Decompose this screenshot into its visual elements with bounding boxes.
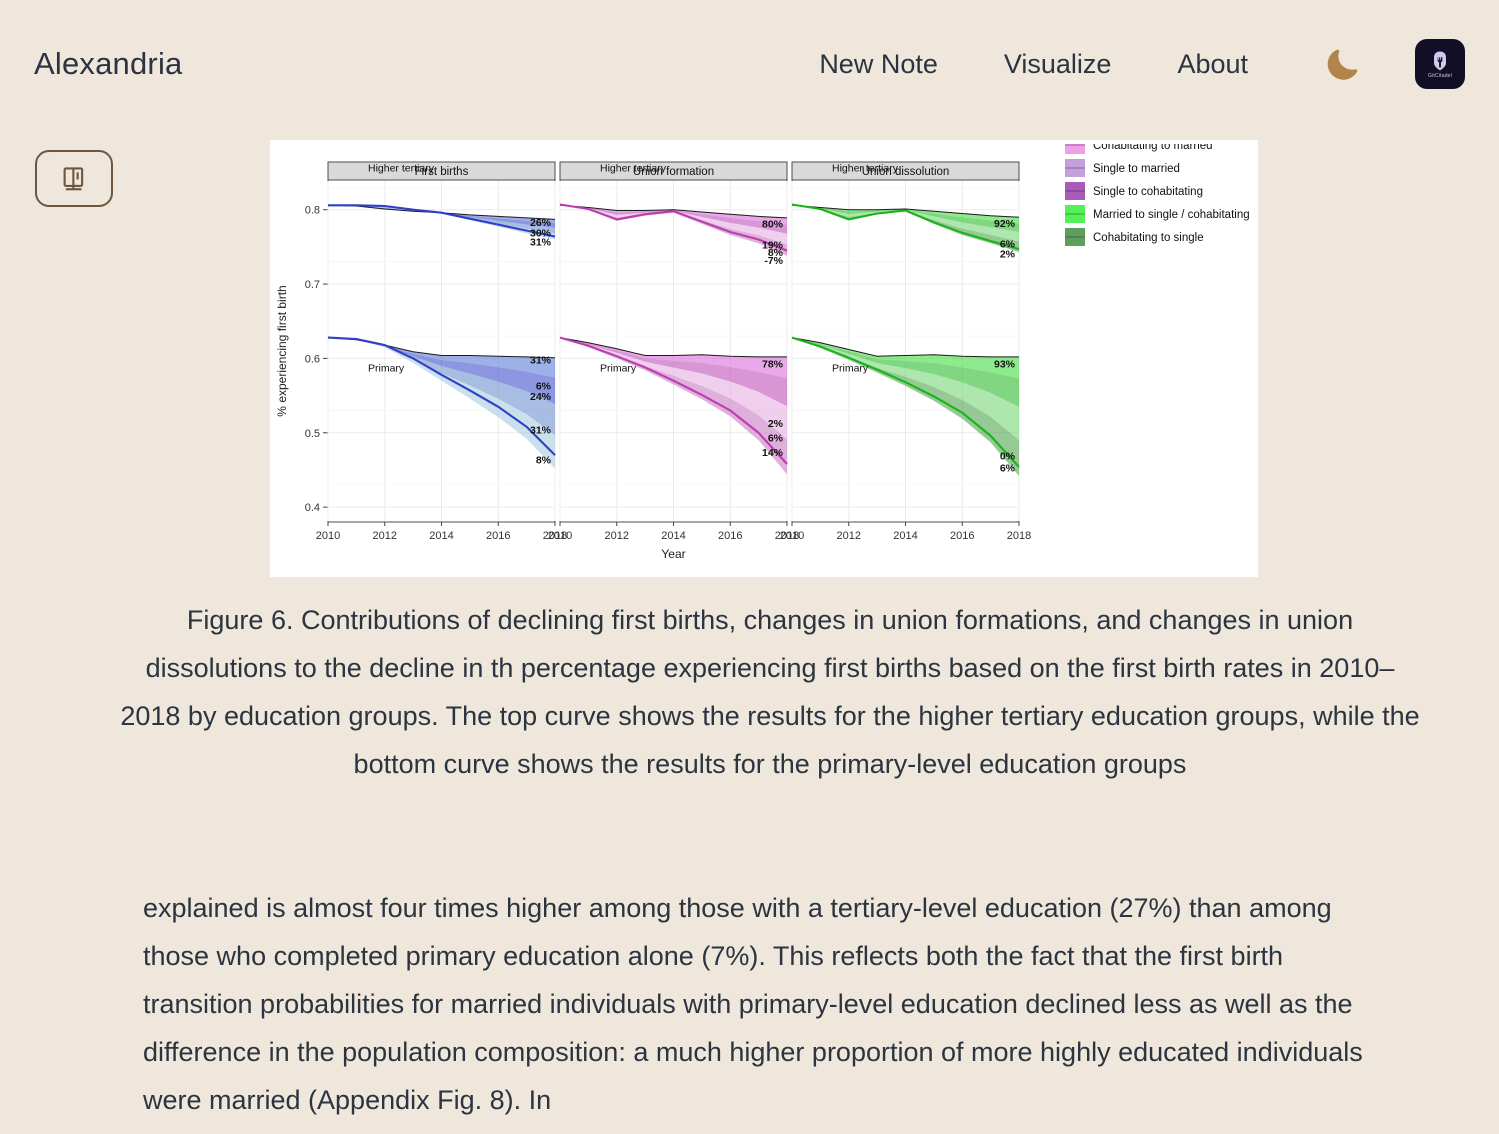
group-label: Higher tertiary (832, 162, 899, 174)
moon-icon (1327, 49, 1358, 80)
x-tick-label: 2010 (316, 530, 340, 542)
y-tick-label: 0.8 (305, 205, 320, 217)
x-tick-label: 2014 (893, 530, 917, 542)
x-axis-title: Year (661, 547, 685, 561)
value-annotation: 24% (530, 391, 552, 403)
value-annotation: 93% (994, 358, 1016, 370)
x-tick-label: 2018 (543, 530, 567, 542)
gitcitadel-badge[interactable]: GitCitadel (1415, 39, 1465, 89)
x-tick-label: 2014 (661, 530, 685, 542)
x-tick-label: 2014 (429, 530, 453, 542)
badge-label: GitCitadel (1428, 73, 1452, 79)
value-annotation: 78% (762, 358, 784, 370)
article-paragraph: explained is almost four times higher am… (143, 893, 1363, 1115)
nav-visualize[interactable]: Visualize (1003, 48, 1112, 79)
nav-about[interactable]: About (1177, 48, 1248, 79)
panel-union-formation: Union formation 2010 2012 2014 2016 2018 Highe… (548, 161, 799, 542)
legend-label: Married to single / cohabitating (1093, 209, 1250, 221)
book-icon (63, 166, 84, 190)
value-annotation: 8% (536, 454, 552, 466)
x-tick-label: 2012 (373, 530, 397, 542)
y-tick-label: 0.7 (305, 279, 320, 291)
library-toggle-button[interactable] (35, 150, 113, 207)
legend-swatch (1065, 205, 1085, 223)
x-tick-label: 2012 (837, 530, 861, 542)
x-tick-label: 2018 (775, 530, 799, 542)
value-annotation: 6% (536, 381, 552, 393)
legend-swatch (1065, 228, 1085, 246)
figure-caption: Figure 6. Contributions of declining fir… (120, 605, 1420, 779)
panel-union-dissolution: Union dissolution 2010 2012 2014 2016 2018 Hig… (780, 161, 1031, 542)
legend-swatch (1065, 182, 1085, 200)
y-tick-label: 0.6 (305, 353, 320, 365)
figure-6-chart: % experiencing first birth 0.4 0.5 0.6 0.7 0.… (270, 140, 1258, 577)
facet-title: First births (415, 166, 469, 178)
value-annotation: 6% (1000, 462, 1016, 474)
value-annotation: 80% (762, 219, 784, 231)
x-tick-label: 2016 (718, 530, 742, 542)
theme-toggle-button[interactable] (1315, 37, 1369, 91)
legend-label: Single to cohabitating (1093, 186, 1203, 198)
value-annotation: 8% (768, 247, 784, 259)
y-tick-label: 0.4 (305, 502, 320, 514)
group-label: Higher tertiary (600, 162, 667, 174)
value-annotation: 6% (1000, 239, 1016, 251)
x-tick-label: 2010 (780, 530, 804, 542)
y-tick-label: 0.5 (305, 428, 320, 440)
nav-new-note[interactable]: New Note (819, 48, 938, 79)
app-brand[interactable]: Alexandria (34, 46, 183, 81)
facet-title: Union formation (633, 166, 714, 178)
value-annotation: 2% (1000, 248, 1016, 260)
value-annotation: 30% (530, 228, 552, 240)
panel-first-births: First births 2010 2012 2014 2016 2018 Higher t… (316, 161, 567, 542)
app-header: Alexandria New Note Visualize About GitC… (0, 0, 1499, 128)
x-tick-label: 2012 (605, 530, 629, 542)
x-tick-label: 2016 (486, 530, 510, 542)
x-tick-label: 2010 (548, 530, 572, 542)
value-annotation: 2% (768, 418, 784, 430)
citadel-helmet-icon (1434, 51, 1446, 71)
value-annotation: 26% (530, 217, 552, 229)
y-axis-title: % experiencing first birth (275, 285, 289, 416)
value-annotation: 31% (530, 425, 552, 437)
x-tick-label: 2016 (950, 530, 974, 542)
value-annotation: 31% (530, 236, 552, 248)
figure-container: % experiencing first birth 0.4 0.5 0.6 0.7 0.… (270, 140, 1258, 577)
legend-label: Single to married (1093, 163, 1180, 175)
group-label: Primary (600, 363, 637, 375)
value-annotation: 0% (1000, 451, 1016, 463)
main-nav: New Note Visualize About GitCitadel (786, 37, 1465, 91)
value-annotation: 19% (762, 239, 784, 251)
group-label: Primary (368, 363, 405, 375)
value-annotation: 31% (530, 355, 552, 367)
group-label: Higher tertiary (368, 162, 435, 174)
legend-label: Cohabitating to single (1093, 232, 1204, 244)
group-label: Primary (832, 363, 869, 375)
x-tick-label: 2018 (1007, 530, 1031, 542)
value-annotation: 92% (994, 218, 1016, 230)
facet-title: Union dissolution (862, 166, 950, 178)
value-annotation: 6% (768, 433, 784, 445)
value-annotation: -7% (764, 255, 783, 267)
value-annotation: 14% (762, 447, 784, 459)
legend-swatch (1065, 159, 1085, 177)
